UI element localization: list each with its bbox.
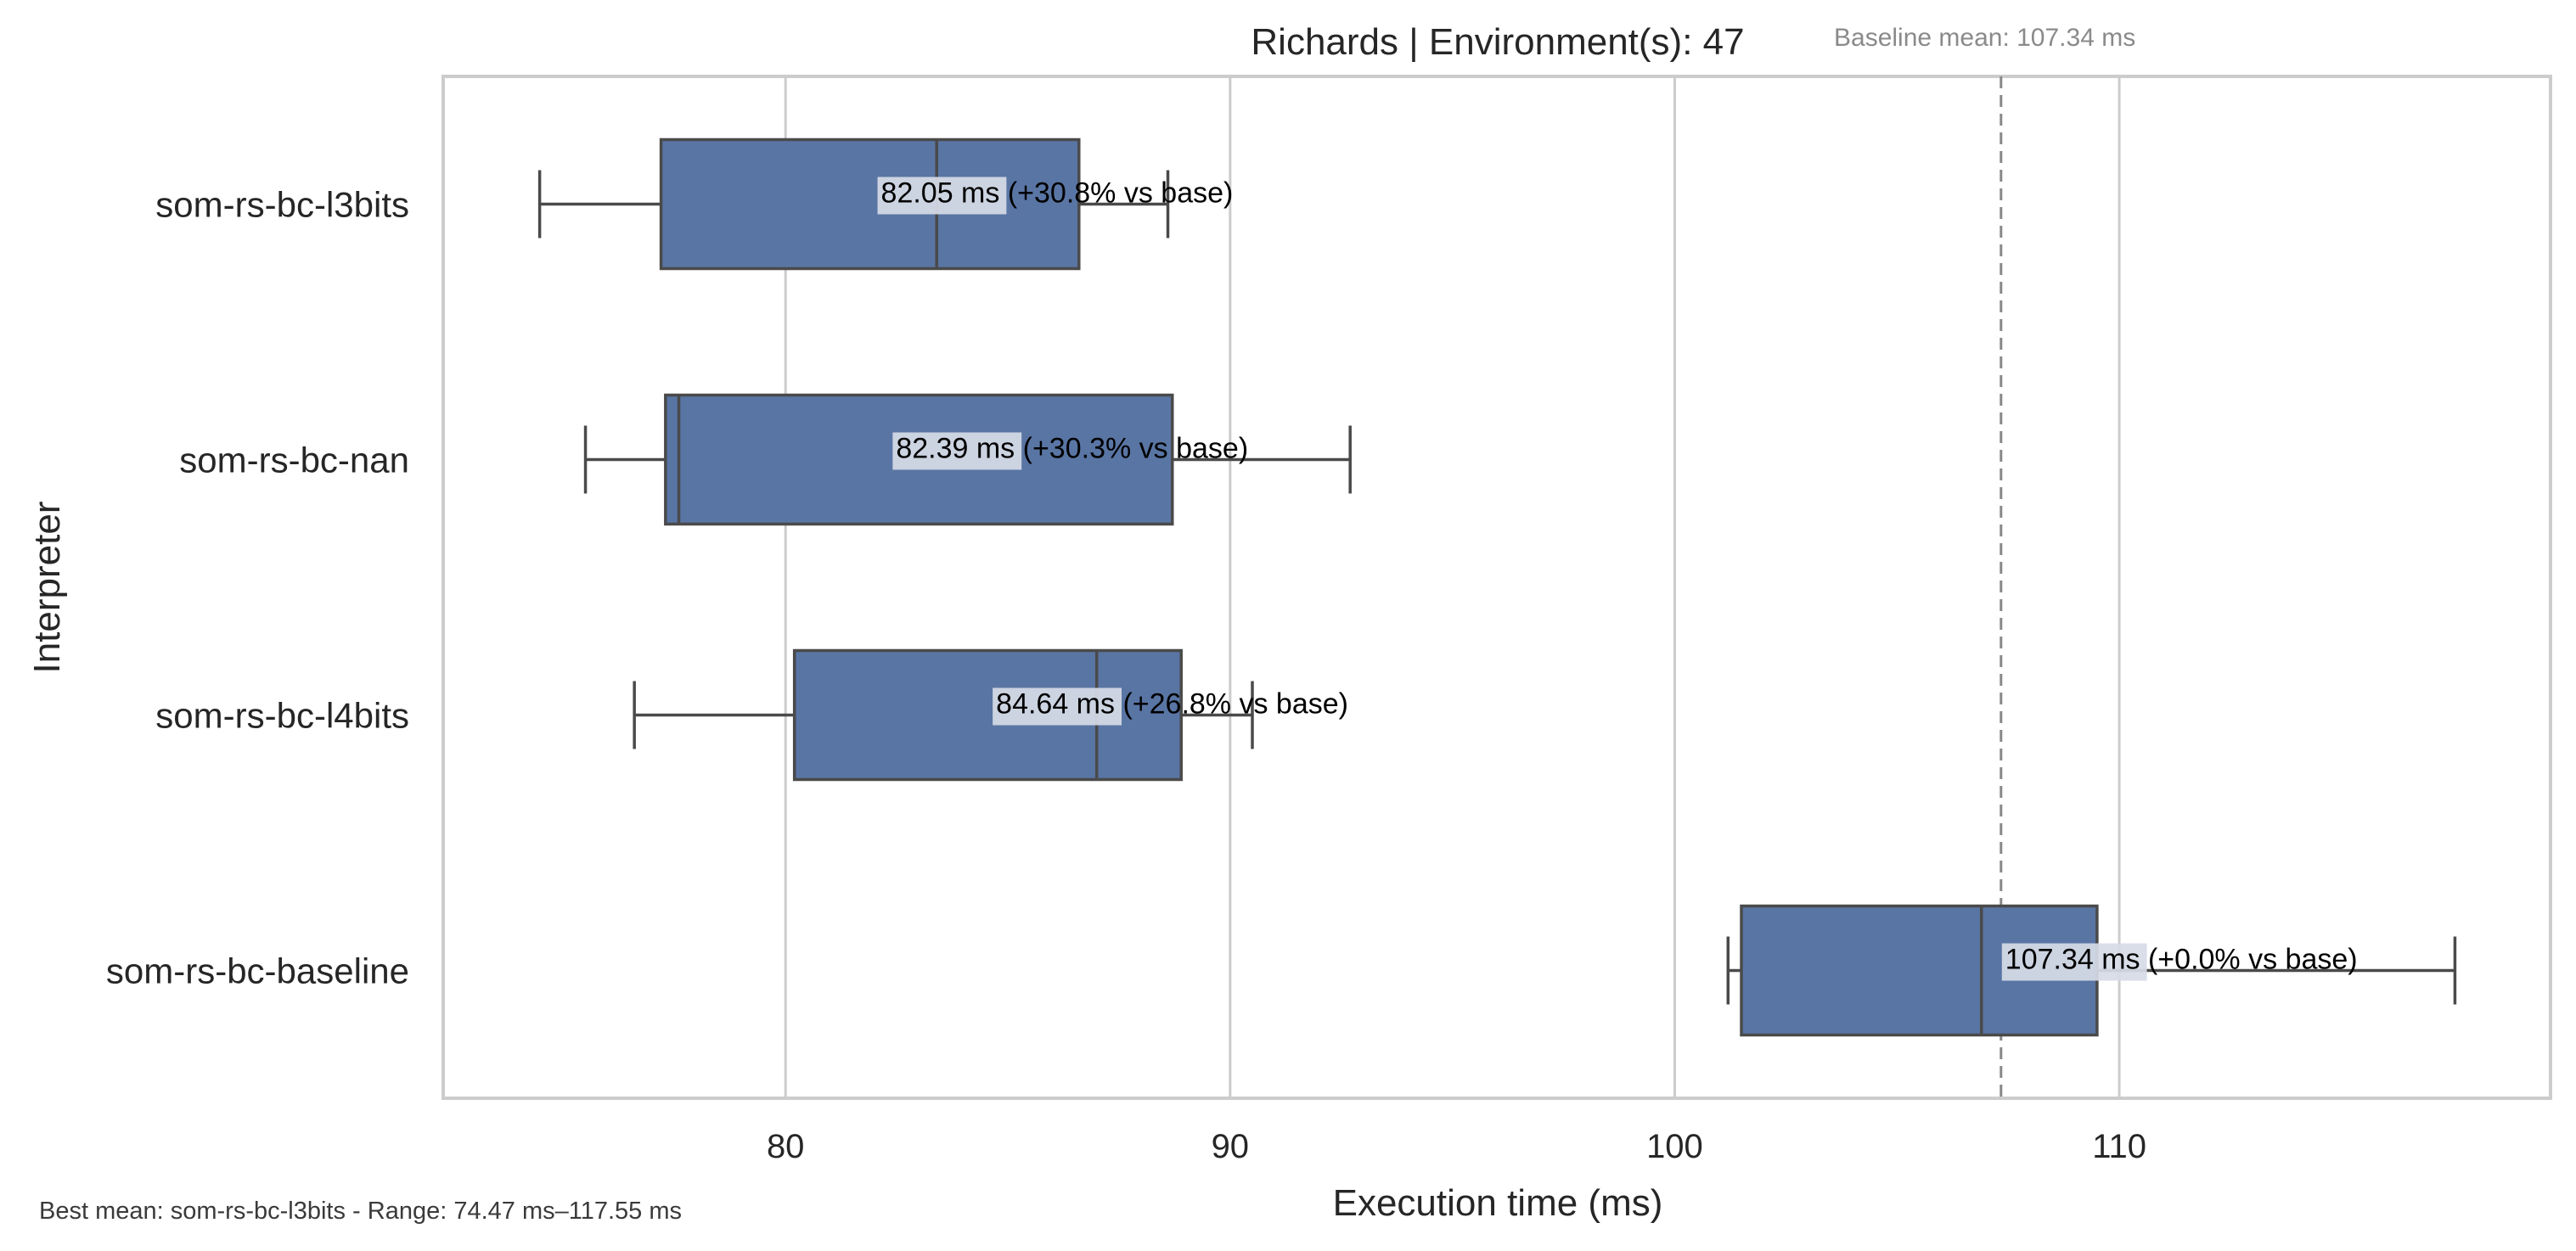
- annotation-text: 107.34 ms (+0.0% vs base): [2005, 944, 2358, 976]
- annotation-background: [2001, 943, 2147, 981]
- x-tick-labels: 80 90 100 110: [767, 1128, 2146, 1165]
- annotation-text: 84.64 ms (+26.8% vs base): [996, 688, 1348, 721]
- category-labels: som-rs-bc-l3bits som-rs-bc-nan som-rs-bc-l…: [106, 185, 409, 991]
- iqr-box: [659, 137, 1081, 271]
- mean-annotation: 84.64 ms (+26.8% vs base): [993, 687, 1348, 726]
- baseline-mean-note: Baseline mean: 107.34 ms: [1834, 24, 2135, 52]
- box-som-rs-bc-l3bits: [537, 137, 1170, 271]
- x-tick-label: 100: [1646, 1128, 1703, 1165]
- x-tick-label: 90: [1212, 1128, 1250, 1165]
- y-axis-label: Interpreter: [26, 502, 68, 674]
- category-label: som-rs-bc-l3bits: [155, 185, 409, 225]
- annotation-background: [877, 177, 1007, 215]
- annotation-background: [993, 687, 1122, 726]
- category-label: som-rs-bc-nan: [179, 440, 409, 480]
- annotation-text: 82.05 ms (+30.8% vs base): [881, 177, 1234, 210]
- x-tick-label: 110: [2092, 1128, 2146, 1165]
- mean-annotation: 82.05 ms (+30.8% vs base): [877, 177, 1234, 215]
- footer-note: Best mean: som-rs-bc-l3bits - Range: 74.…: [39, 1198, 682, 1225]
- x-axis-label: Execution time (ms): [1333, 1182, 1663, 1224]
- chart-title: Richards | Environment(s): 47: [1251, 21, 1744, 63]
- mean-annotation: 107.34 ms (+0.0% vs base): [2001, 943, 2358, 981]
- x-tick-label: 80: [767, 1128, 805, 1165]
- annotation-background: [892, 432, 1022, 470]
- annotations-layer: 82.05 ms (+30.8% vs base) 82.39 ms (+30.3…: [877, 177, 2358, 981]
- annotation-text: 82.39 ms (+30.3% vs base): [896, 433, 1248, 465]
- boxes-layer: [537, 137, 2457, 1037]
- mean-annotation: 82.39 ms (+30.3% vs base): [892, 432, 1248, 470]
- category-label: som-rs-bc-baseline: [106, 951, 409, 991]
- category-label: som-rs-bc-l4bits: [155, 696, 409, 736]
